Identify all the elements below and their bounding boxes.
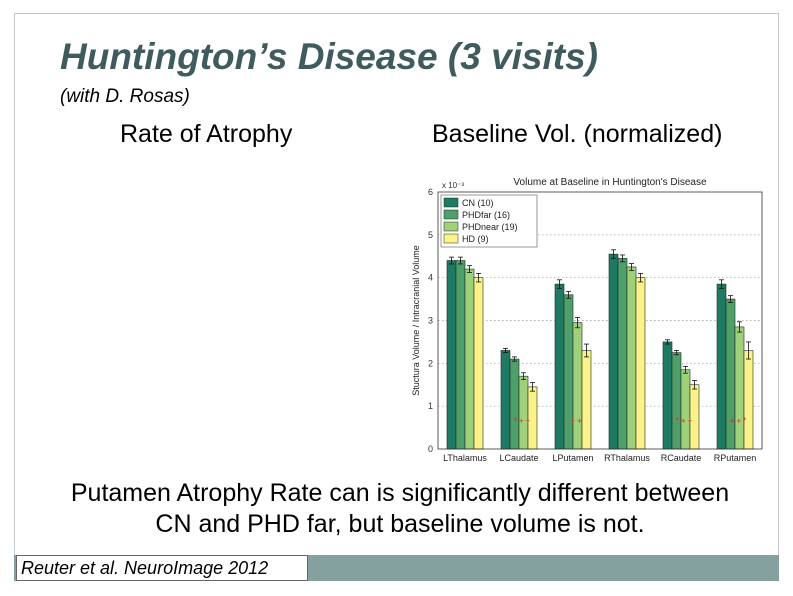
bar bbox=[626, 266, 637, 450]
significance-marker: ++* bbox=[730, 416, 748, 425]
bar bbox=[617, 258, 628, 450]
bar bbox=[743, 350, 754, 450]
legend-label: HD (9) bbox=[462, 234, 489, 244]
y-tick-label: 1 bbox=[428, 401, 433, 411]
y-exponent-label: x 10⁻³ bbox=[442, 181, 464, 190]
x-tick-label: RCaudate bbox=[661, 453, 702, 463]
slide-subtitle: (with D. Rosas) bbox=[60, 86, 190, 107]
chart-title: Volume at Baseline in Huntington's Disea… bbox=[513, 177, 707, 188]
conclusion-text: Putamen Atrophy Rate can is significantl… bbox=[20, 478, 780, 540]
bar bbox=[671, 352, 682, 450]
bar bbox=[581, 350, 592, 450]
bar bbox=[455, 260, 466, 450]
slide-title: Huntington’s Disease (3 visits) bbox=[60, 36, 598, 77]
legend-label: PHDfar (16) bbox=[462, 210, 510, 220]
plot-frame bbox=[437, 191, 763, 450]
significance-marker: *++ bbox=[676, 416, 694, 425]
bar bbox=[662, 341, 673, 450]
bar bbox=[500, 350, 511, 450]
x-tick-label: LThalamus bbox=[443, 453, 487, 463]
y-tick-label: 0 bbox=[428, 444, 433, 454]
baseline-volume-chart: Volume at Baseline in Huntington's Disea… bbox=[411, 177, 763, 463]
x-tick-label: LPutamen bbox=[552, 453, 593, 463]
legend-label: CN (10) bbox=[462, 198, 494, 208]
x-tick-label: RThalamus bbox=[604, 453, 650, 463]
bar bbox=[554, 283, 565, 450]
bar bbox=[473, 277, 484, 450]
y-tick-label: 2 bbox=[428, 358, 433, 368]
bar bbox=[572, 322, 583, 450]
legend-label: PHDnear (19) bbox=[462, 222, 518, 232]
baseline-volume-heading: Baseline Vol. (normalized) bbox=[432, 120, 723, 148]
legend-swatch bbox=[443, 233, 459, 244]
legend-swatch bbox=[443, 197, 459, 208]
y-tick-label: 3 bbox=[428, 316, 433, 326]
y-tick-label: 4 bbox=[428, 273, 433, 283]
rate-of-atrophy-heading: Rate of Atrophy bbox=[120, 120, 293, 148]
bar bbox=[635, 277, 646, 450]
legend-swatch bbox=[443, 221, 459, 232]
bar bbox=[518, 375, 529, 450]
y-tick-label: 5 bbox=[428, 230, 433, 240]
legend-swatch bbox=[443, 209, 459, 220]
significance-marker: *++ bbox=[514, 416, 532, 425]
significance-marker: ++ bbox=[570, 416, 583, 425]
y-tick-label: 6 bbox=[428, 187, 433, 197]
bar bbox=[734, 326, 745, 450]
x-tick-label: LCaudate bbox=[499, 453, 538, 463]
bar bbox=[716, 283, 727, 450]
bar bbox=[509, 358, 520, 450]
bar bbox=[680, 369, 691, 450]
y-axis-label: Stuctura Volume / Intracranial Volume bbox=[411, 245, 421, 396]
bar bbox=[608, 253, 619, 450]
conclusion-line-2: CN and PHD far, but baseline volume is n… bbox=[155, 510, 645, 538]
x-tick-label: RPutamen bbox=[714, 453, 757, 463]
bar bbox=[464, 268, 475, 450]
bar bbox=[563, 294, 574, 450]
conclusion-line-1: Putamen Atrophy Rate can is significantl… bbox=[70, 479, 730, 507]
bar bbox=[725, 298, 736, 450]
citation-text: Reuter et al. NeuroImage 2012 bbox=[16, 555, 308, 581]
bar bbox=[446, 260, 457, 450]
